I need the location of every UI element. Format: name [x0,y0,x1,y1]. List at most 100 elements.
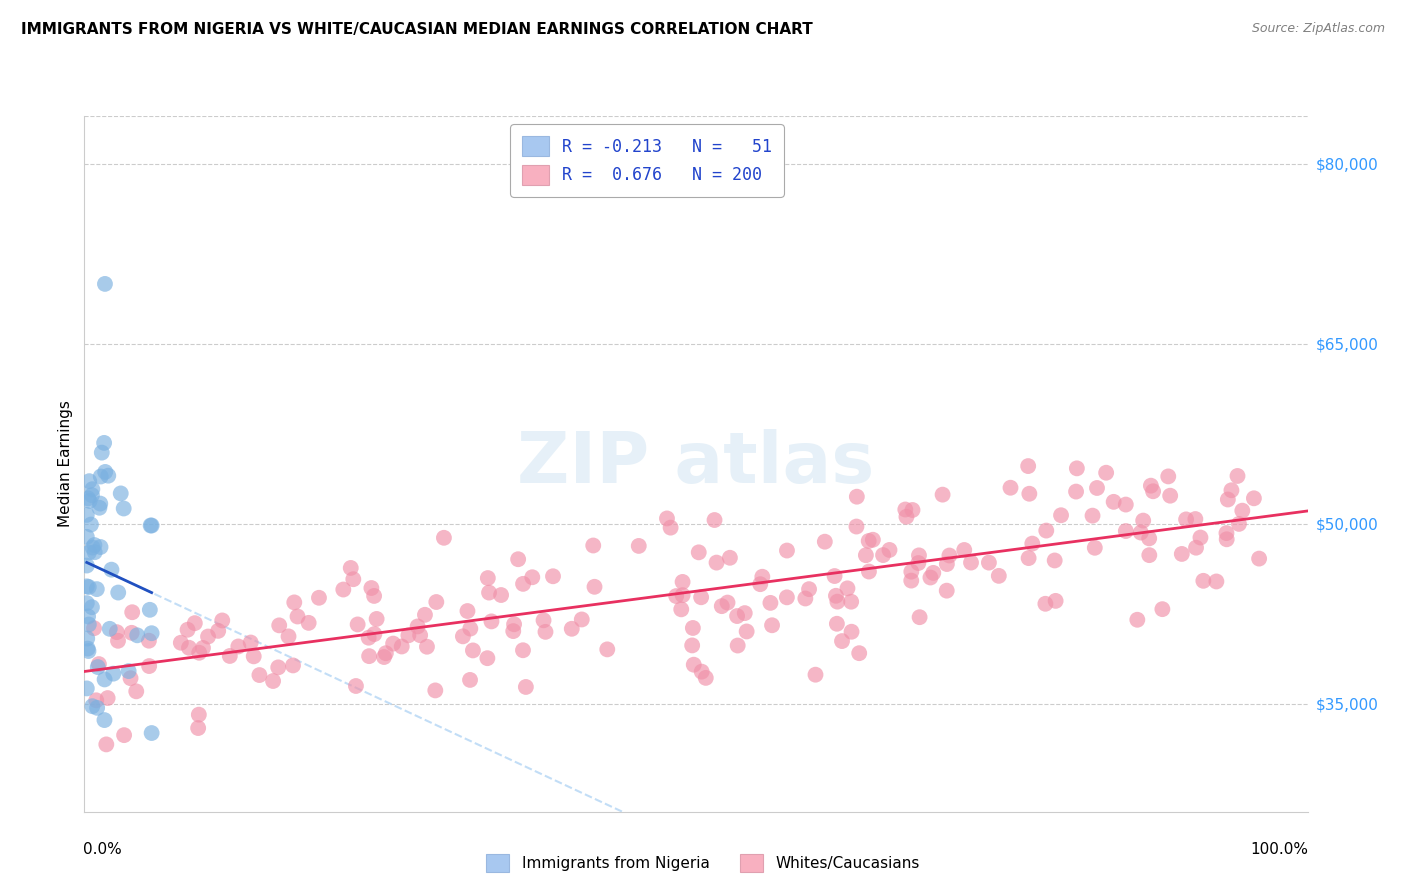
Point [824,569,846,583]
Point [896,509,918,524]
Point [77,617,100,632]
Point [1084,541,1107,555]
Point [1205,574,1227,589]
Legend: R = -0.213   N =   51, R =  0.676   N = 200: R = -0.213 N = 51, R = 0.676 N = 200 [510,124,783,196]
Point [344,679,367,693]
Point [239,635,262,649]
Point [855,548,877,562]
Point [277,629,299,643]
Point [688,545,710,559]
Point [107,585,129,599]
Point [1216,492,1239,507]
Point [374,646,396,660]
Point [1045,594,1067,608]
Point [1189,531,1212,545]
Point [105,625,128,640]
Point [582,539,605,553]
Point [382,637,405,651]
Point [1085,481,1108,495]
Point [848,646,870,660]
Point [1249,551,1271,566]
Point [1243,491,1265,506]
Point [522,570,544,584]
Point [682,621,704,635]
Point [695,671,717,685]
Point [1115,524,1137,538]
Point [425,683,447,698]
Point [900,574,922,588]
Point [138,633,160,648]
Point [776,591,799,605]
Point [458,673,481,687]
Point [433,531,456,545]
Point [177,640,200,655]
Point [571,612,593,626]
Point [112,728,135,742]
Point [862,533,884,547]
Point [665,589,688,603]
Point [79,494,101,508]
Point [1000,481,1022,495]
Point [94,465,117,479]
Point [797,582,820,596]
Text: ZIP atlas: ZIP atlas [517,429,875,499]
Point [460,622,482,636]
Point [396,628,419,642]
Point [346,617,368,632]
Point [1232,503,1254,517]
Point [287,609,309,624]
Point [1035,597,1057,611]
Point [759,596,782,610]
Point [583,580,606,594]
Point [121,605,143,619]
Point [987,569,1010,583]
Point [141,518,163,533]
Point [508,552,530,566]
Text: IMMIGRANTS FROM NIGERIA VS WHITE/CAUCASIAN MEDIAN EARNINGS CORRELATION CHART: IMMIGRANTS FROM NIGERIA VS WHITE/CAUCASI… [21,22,813,37]
Point [262,673,284,688]
Point [655,511,678,525]
Point [80,517,103,532]
Point [76,579,98,593]
Point [76,641,98,656]
Point [117,664,139,678]
Point [1227,516,1250,531]
Point [533,613,555,627]
Point [363,589,385,603]
Point [127,628,149,642]
Point [1159,489,1181,503]
Point [93,713,115,727]
Point [89,497,111,511]
Point [894,502,917,516]
Point [77,644,100,658]
Point [682,657,704,672]
Point [718,550,741,565]
Point [1043,553,1066,567]
Point [1184,512,1206,526]
Point [409,628,432,642]
Point [1021,536,1043,550]
Point [366,612,388,626]
Point [82,541,104,555]
Point [481,615,503,629]
Point [98,622,121,636]
Point [97,468,120,483]
Point [76,508,98,522]
Point [922,566,945,580]
Point [1102,495,1125,509]
Point [391,640,413,654]
Point [1192,574,1215,588]
Point [269,618,291,632]
Point [596,642,619,657]
Point [751,570,773,584]
Point [1142,484,1164,499]
Point [561,622,583,636]
Point [461,643,484,657]
Point [249,668,271,682]
Point [1226,469,1249,483]
Point [776,543,799,558]
Point [138,659,160,673]
Point [176,623,198,637]
Point [1171,547,1194,561]
Point [734,606,756,620]
